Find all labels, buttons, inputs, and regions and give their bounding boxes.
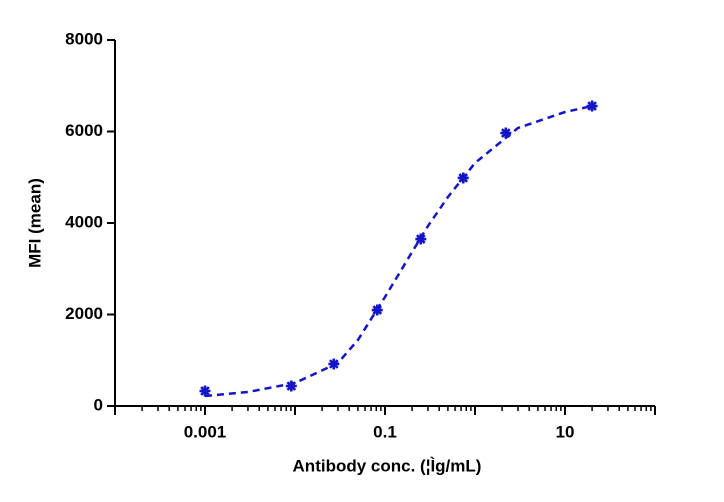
y-tick-label: 6000 [65,121,103,140]
x-axis-label: Antibody conc. (¦Ìg/mL) [293,456,482,475]
data-point [586,100,598,112]
data-point [415,233,427,245]
y-tick-label: 8000 [65,29,103,48]
fit-curve [204,104,593,398]
y-tick-label: 4000 [65,212,103,231]
x-tick-label: 10 [556,422,575,441]
data-point [199,385,211,397]
y-tick-label: 0 [94,395,103,414]
x-tick-label: 0.1 [373,422,397,441]
data-point [500,127,512,139]
x-tick-label: 0.001 [184,422,227,441]
y-axis-label: MFI (mean) [25,178,44,268]
data-point [285,380,297,392]
y-tick-label: 2000 [65,304,103,323]
